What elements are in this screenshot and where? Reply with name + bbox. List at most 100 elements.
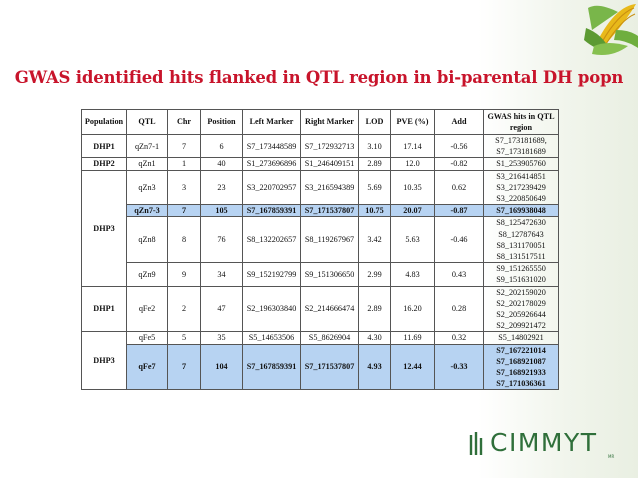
- left-marker-cell: S5_14653506: [242, 331, 301, 345]
- right-marker-cell: S7_172932713: [300, 133, 359, 159]
- pve-cell: 12.44: [390, 343, 435, 391]
- table-row: DHP3 qZn3 3 23 S3_220702957 S3_216594389…: [81, 169, 559, 287]
- add-cell: -0.33: [434, 343, 484, 391]
- lod-cell: 4.30: [358, 331, 391, 345]
- gwas-hit: S8_125472630: [496, 218, 546, 228]
- lod-cell: 10.75: [358, 204, 391, 218]
- lod-cell: 2.89: [358, 157, 391, 171]
- chr-cell: 5: [167, 331, 201, 345]
- position-cell: 35: [200, 331, 243, 345]
- gwas-hits-cell: S7_167221014 S7_168921087 S7_168921933 S…: [483, 343, 559, 391]
- qtl-cell: qFe2: [126, 285, 168, 333]
- chr-cell: 7: [167, 133, 201, 159]
- lod-cell: 3.42: [358, 216, 391, 264]
- population-cell: DHP3: [81, 169, 127, 287]
- gwas-hit: S7_173181689: [496, 147, 546, 157]
- chr-cell: 8: [167, 216, 201, 264]
- table-row: DHP3 qFe5 5 35 S5_14653506 S5_8626904 4.…: [81, 331, 559, 391]
- left-marker-cell: S8_132202657: [242, 216, 301, 264]
- qtl-cell: qFe7: [126, 343, 168, 391]
- qtl-cell: qZn7-1: [126, 133, 168, 159]
- gwas-hits-cell: S9_151265550 S9_151631020: [483, 262, 559, 287]
- chr-cell: 7: [167, 204, 201, 218]
- gwas-hit: S3_216414851: [496, 171, 546, 181]
- gwas-hit: S7_171036361: [496, 379, 546, 389]
- chr-cell: 1: [167, 157, 201, 171]
- logo-reg-mark: MR: [608, 454, 615, 459]
- right-marker-cell: S7_171537807: [300, 204, 359, 218]
- gwas-hits-cell: S3_216414851 S3_217239429 S3_220850649: [483, 169, 559, 206]
- gwas-hits-cell: S5_14802921: [483, 331, 559, 345]
- left-marker-cell: S7_167859391: [242, 204, 301, 218]
- table-row: DHP1 qFe2 2 47 S2_196303840 S2_214666474…: [81, 285, 559, 333]
- left-marker-cell: S7_173448589: [242, 133, 301, 159]
- right-marker-cell: S8_119267967: [300, 216, 359, 264]
- table-header-row: Population QTL Chr Position Left Marker …: [81, 109, 559, 135]
- header-add: Add: [434, 109, 484, 135]
- page-title: GWAS identified hits flanked in QTL regi…: [14, 68, 624, 87]
- right-marker-cell: S1_246409151: [300, 157, 359, 171]
- qtl-cell: qZn7-3: [126, 204, 168, 218]
- left-marker-cell: S9_152192799: [242, 262, 301, 287]
- left-marker-cell: S1_273696896: [242, 157, 301, 171]
- add-cell: 0.62: [434, 169, 484, 206]
- chr-cell: 7: [167, 343, 201, 391]
- header-position: Position: [200, 109, 243, 135]
- header-gwas-hits: GWAS hits in QTL region: [483, 109, 559, 135]
- chr-cell: 9: [167, 262, 201, 287]
- add-cell: 0.43: [434, 262, 484, 287]
- lod-cell: 2.99: [358, 262, 391, 287]
- gwas-hit: S2_209921472: [496, 321, 546, 331]
- table-row: DHP2 qZn1 1 40 S1_273696896 S1_246409151…: [81, 157, 559, 171]
- left-marker-cell: S2_196303840: [242, 285, 301, 333]
- position-cell: 6: [200, 133, 243, 159]
- gwas-hit: S7_168921087: [496, 356, 546, 366]
- qtl-table: Population QTL Chr Position Left Marker …: [81, 109, 559, 391]
- gwas-hits-cell: S2_202159020 S2_202178029 S2_205926644 S…: [483, 285, 559, 333]
- header-right-marker: Right Marker: [300, 109, 359, 135]
- right-marker-cell: S5_8626904: [300, 331, 359, 345]
- pve-cell: 12.0: [390, 157, 435, 171]
- pve-cell: 11.69: [390, 331, 435, 345]
- add-cell: 0.32: [434, 331, 484, 345]
- right-marker-cell: S2_214666474: [300, 285, 359, 333]
- header-qtl: QTL: [126, 109, 168, 135]
- population-cell: DHP1: [81, 285, 127, 333]
- chr-cell: 2: [167, 285, 201, 333]
- qtl-cell: qZn3: [126, 169, 168, 206]
- qtl-cell: qZn1: [126, 157, 168, 171]
- gwas-hit: S8_12787643: [498, 229, 544, 239]
- pve-cell: 20.07: [390, 204, 435, 218]
- gwas-hit: S2_202178029: [496, 298, 546, 308]
- gwas-hit: S3_220850649: [496, 194, 546, 204]
- add-cell: -0.87: [434, 204, 484, 218]
- right-marker-cell: S9_151306650: [300, 262, 359, 287]
- gwas-hit: S1_253905760: [496, 159, 546, 169]
- cimmyt-logo: CIMMYT: [490, 428, 598, 457]
- qtl-cell: qFe5: [126, 331, 168, 345]
- gwas-hit: S7_168921933: [496, 368, 546, 378]
- lod-cell: 4.93: [358, 343, 391, 391]
- wheat-leaf-icon: [469, 432, 483, 455]
- pve-cell: 10.35: [390, 169, 435, 206]
- table-row: qZn9 9 34 S9_152192799 S9_151306650 2.99…: [82, 262, 559, 287]
- gwas-hit: S2_205926644: [496, 310, 546, 320]
- population-cell: DHP3: [81, 331, 127, 391]
- qtl-cell: qZn9: [126, 262, 168, 287]
- gwas-hit: S9_151631020: [496, 275, 546, 285]
- header-pve: PVE (%): [390, 109, 435, 135]
- population-cell: DHP1: [81, 133, 127, 159]
- header-chr: Chr: [167, 109, 201, 135]
- gwas-hit: S9_151265550: [496, 264, 546, 274]
- position-cell: 76: [200, 216, 243, 264]
- gwas-hit: S7_169938048: [496, 206, 546, 216]
- gwas-hits-cell: S7_173181689, S7_173181689: [483, 133, 559, 159]
- gwas-hit: S8_131517511: [496, 252, 546, 262]
- add-cell: -0.82: [434, 157, 484, 171]
- gwas-hits-cell: S8_125472630 S8_12787643 S8_131170051 S8…: [483, 216, 559, 264]
- gwas-hit: S5_14802921: [498, 333, 544, 343]
- table-row-highlighted: qZn7-3 7 105 S7_167859391 S7_171537807 1…: [82, 204, 559, 218]
- gwas-hit: S8_131170051: [496, 240, 546, 250]
- table-row: DHP1 qZn7-1 7 6 S7_173448589 S7_17293271…: [81, 133, 559, 159]
- gwas-hit: S3_217239429: [496, 182, 546, 192]
